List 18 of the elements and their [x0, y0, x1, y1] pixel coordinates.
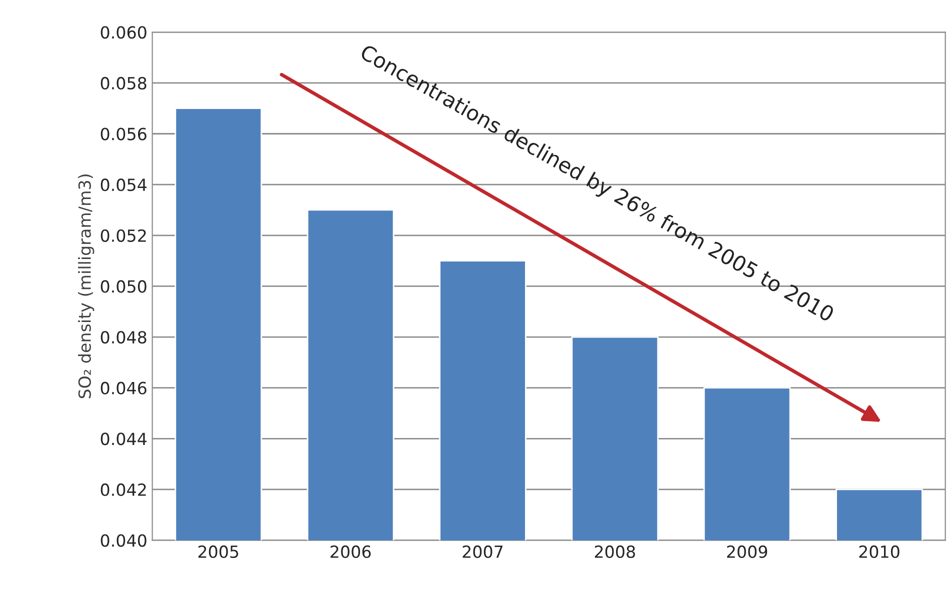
y-tick-label: 0.052 [100, 229, 146, 242]
x-tick-label: 2009 [727, 545, 768, 558]
y-tick-label: 0.058 [100, 76, 146, 90]
x-tick-label: 2005 [198, 545, 238, 558]
y-tick-label: 0.044 [100, 432, 147, 446]
y-tick-label: 0.054 [100, 178, 147, 192]
x-tick-label: 2007 [462, 545, 503, 558]
x-tick-label: 2010 [859, 545, 900, 558]
y-tick-label: 0.048 [100, 330, 146, 344]
y-tick-label: 0.056 [100, 128, 146, 140]
x-tick-label: 2008 [594, 545, 635, 558]
y-tick-label: 0.042 [100, 483, 146, 496]
x-tick-label: 2006 [330, 545, 371, 558]
y-tick-label: 0.050 [100, 280, 146, 293]
y-tick-label: 0.060 [100, 26, 146, 39]
y-tick-label: 0.046 [100, 382, 146, 394]
y-axis-title: SO₂ density (milligram/m3) [78, 174, 94, 398]
y-tick-label: 0.040 [100, 534, 146, 547]
